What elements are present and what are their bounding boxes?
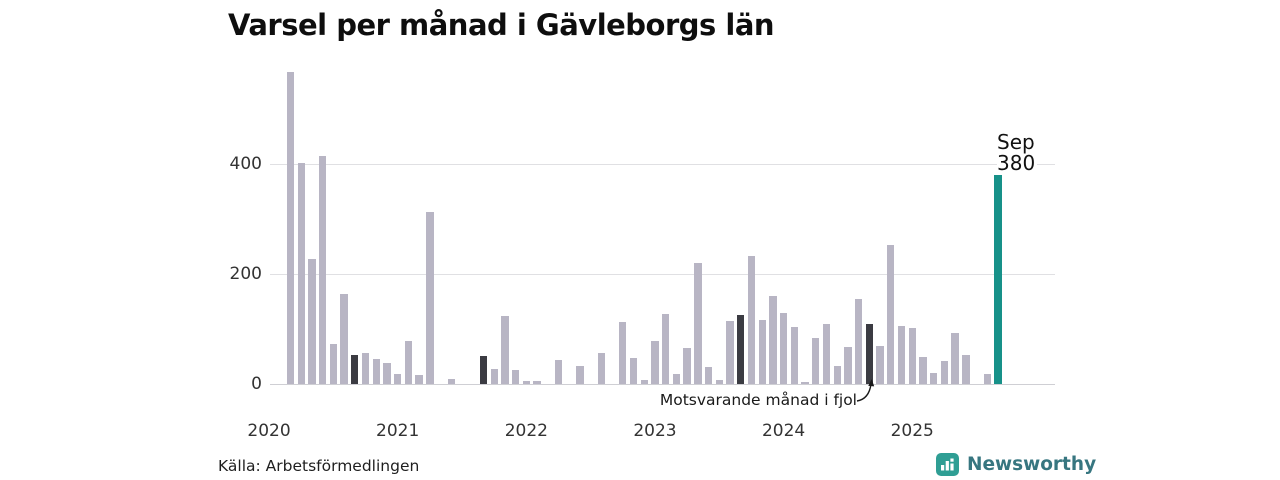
bar-2025-01 bbox=[908, 327, 916, 384]
bar-2023-12 bbox=[769, 296, 777, 384]
x-tick-2023: 2023 bbox=[633, 421, 677, 441]
bar-2024-10 bbox=[876, 345, 884, 384]
bar-2022-04 bbox=[554, 359, 563, 384]
bar-2023-05 bbox=[694, 263, 702, 384]
bar-2022-08 bbox=[597, 353, 606, 384]
bar-2022-01 bbox=[522, 381, 530, 384]
bar-2024-07 bbox=[844, 347, 852, 384]
brand-logo: Newsworthy bbox=[936, 453, 1096, 476]
bar-2020-12 bbox=[383, 363, 391, 384]
bar-2024-11 bbox=[887, 245, 895, 384]
bar-2023-10 bbox=[747, 256, 756, 384]
bar-2020-10 bbox=[361, 352, 370, 384]
y-tick-0: 0 bbox=[251, 373, 262, 394]
bar-2025-06 bbox=[962, 355, 970, 384]
bar-2023-07 bbox=[715, 379, 723, 384]
bar-2025-03 bbox=[930, 373, 938, 384]
bar-2021-02 bbox=[404, 341, 413, 384]
x-tick-2025: 2025 bbox=[890, 421, 934, 441]
bar-2025-05 bbox=[951, 332, 959, 384]
bar-2023-04 bbox=[683, 347, 691, 384]
newsworthy-badge-icon bbox=[936, 453, 959, 476]
gridline-0 bbox=[270, 383, 1055, 385]
current-value-label: Sep 380 bbox=[997, 130, 1038, 175]
bar-2024-05 bbox=[822, 323, 831, 384]
bar-2024-01 bbox=[779, 312, 788, 384]
bar-2022-12 bbox=[640, 379, 648, 384]
bar-2021-11 bbox=[501, 316, 509, 384]
bar-2024-04 bbox=[812, 337, 820, 384]
bar-2023-06 bbox=[704, 366, 713, 384]
bar-2024-08 bbox=[855, 298, 863, 384]
plot-area bbox=[270, 56, 1055, 385]
source-note: Källa: Arbetsförmedlingen bbox=[218, 457, 420, 475]
bar-2020-11 bbox=[372, 359, 380, 384]
current-month-text: Sep bbox=[997, 130, 1035, 154]
x-tick-2024: 2024 bbox=[761, 421, 806, 441]
x-tick-2022: 2022 bbox=[504, 421, 548, 441]
bar-2024-06 bbox=[833, 365, 841, 384]
bar-2024-03 bbox=[801, 381, 809, 384]
bar-2023-08 bbox=[726, 320, 734, 384]
x-tick-2020: 2020 bbox=[247, 421, 291, 441]
bar-2023-01 bbox=[651, 340, 659, 384]
bar-2024-12 bbox=[897, 326, 906, 384]
y-tick-200: 200 bbox=[229, 263, 262, 284]
bar-2021-10 bbox=[490, 368, 498, 384]
bar-2021-03 bbox=[415, 374, 423, 384]
annotation-label: Motsvarande månad i fjol bbox=[659, 391, 857, 409]
gridline-400 bbox=[270, 163, 1055, 165]
y-tick-400: 400 bbox=[229, 153, 262, 174]
bar-2022-02 bbox=[533, 381, 541, 384]
bar-2020-03 bbox=[286, 72, 295, 384]
x-tick-2021: 2021 bbox=[376, 421, 420, 441]
bar-2023-11 bbox=[758, 320, 766, 384]
bar-2023-03 bbox=[672, 374, 681, 384]
bar-2022-10 bbox=[619, 322, 627, 384]
bar-2025-09 bbox=[994, 175, 1002, 384]
bar-2020-04 bbox=[297, 162, 305, 384]
current-value-text: 380 bbox=[997, 151, 1036, 175]
bar-2020-09 bbox=[351, 355, 359, 384]
bar-2020-05 bbox=[308, 259, 316, 384]
brand-name: Newsworthy bbox=[967, 454, 1097, 475]
bar-2024-09 bbox=[865, 324, 874, 384]
bar-2023-09 bbox=[737, 314, 745, 384]
bar-2020-08 bbox=[340, 294, 348, 384]
annotation-arrow-icon bbox=[856, 379, 875, 402]
bar-2021-04 bbox=[426, 211, 434, 384]
bar-2022-11 bbox=[629, 358, 638, 384]
gridline-200 bbox=[270, 273, 1055, 275]
bar-2025-02 bbox=[919, 356, 927, 384]
bar-2023-02 bbox=[662, 313, 670, 384]
bar-2025-08 bbox=[983, 374, 991, 384]
bar-2022-06 bbox=[576, 365, 584, 384]
bar-2020-06 bbox=[319, 156, 327, 384]
chart-title: Varsel per månad i Gävleborgs län bbox=[228, 8, 775, 42]
bar-2021-06 bbox=[447, 379, 455, 384]
bar-2024-02 bbox=[790, 327, 798, 384]
bar-2021-09 bbox=[479, 355, 488, 384]
bar-2020-07 bbox=[329, 343, 338, 384]
bar-2025-04 bbox=[940, 361, 949, 384]
bar-2021-12 bbox=[511, 370, 520, 384]
bar-2021-01 bbox=[394, 373, 402, 384]
